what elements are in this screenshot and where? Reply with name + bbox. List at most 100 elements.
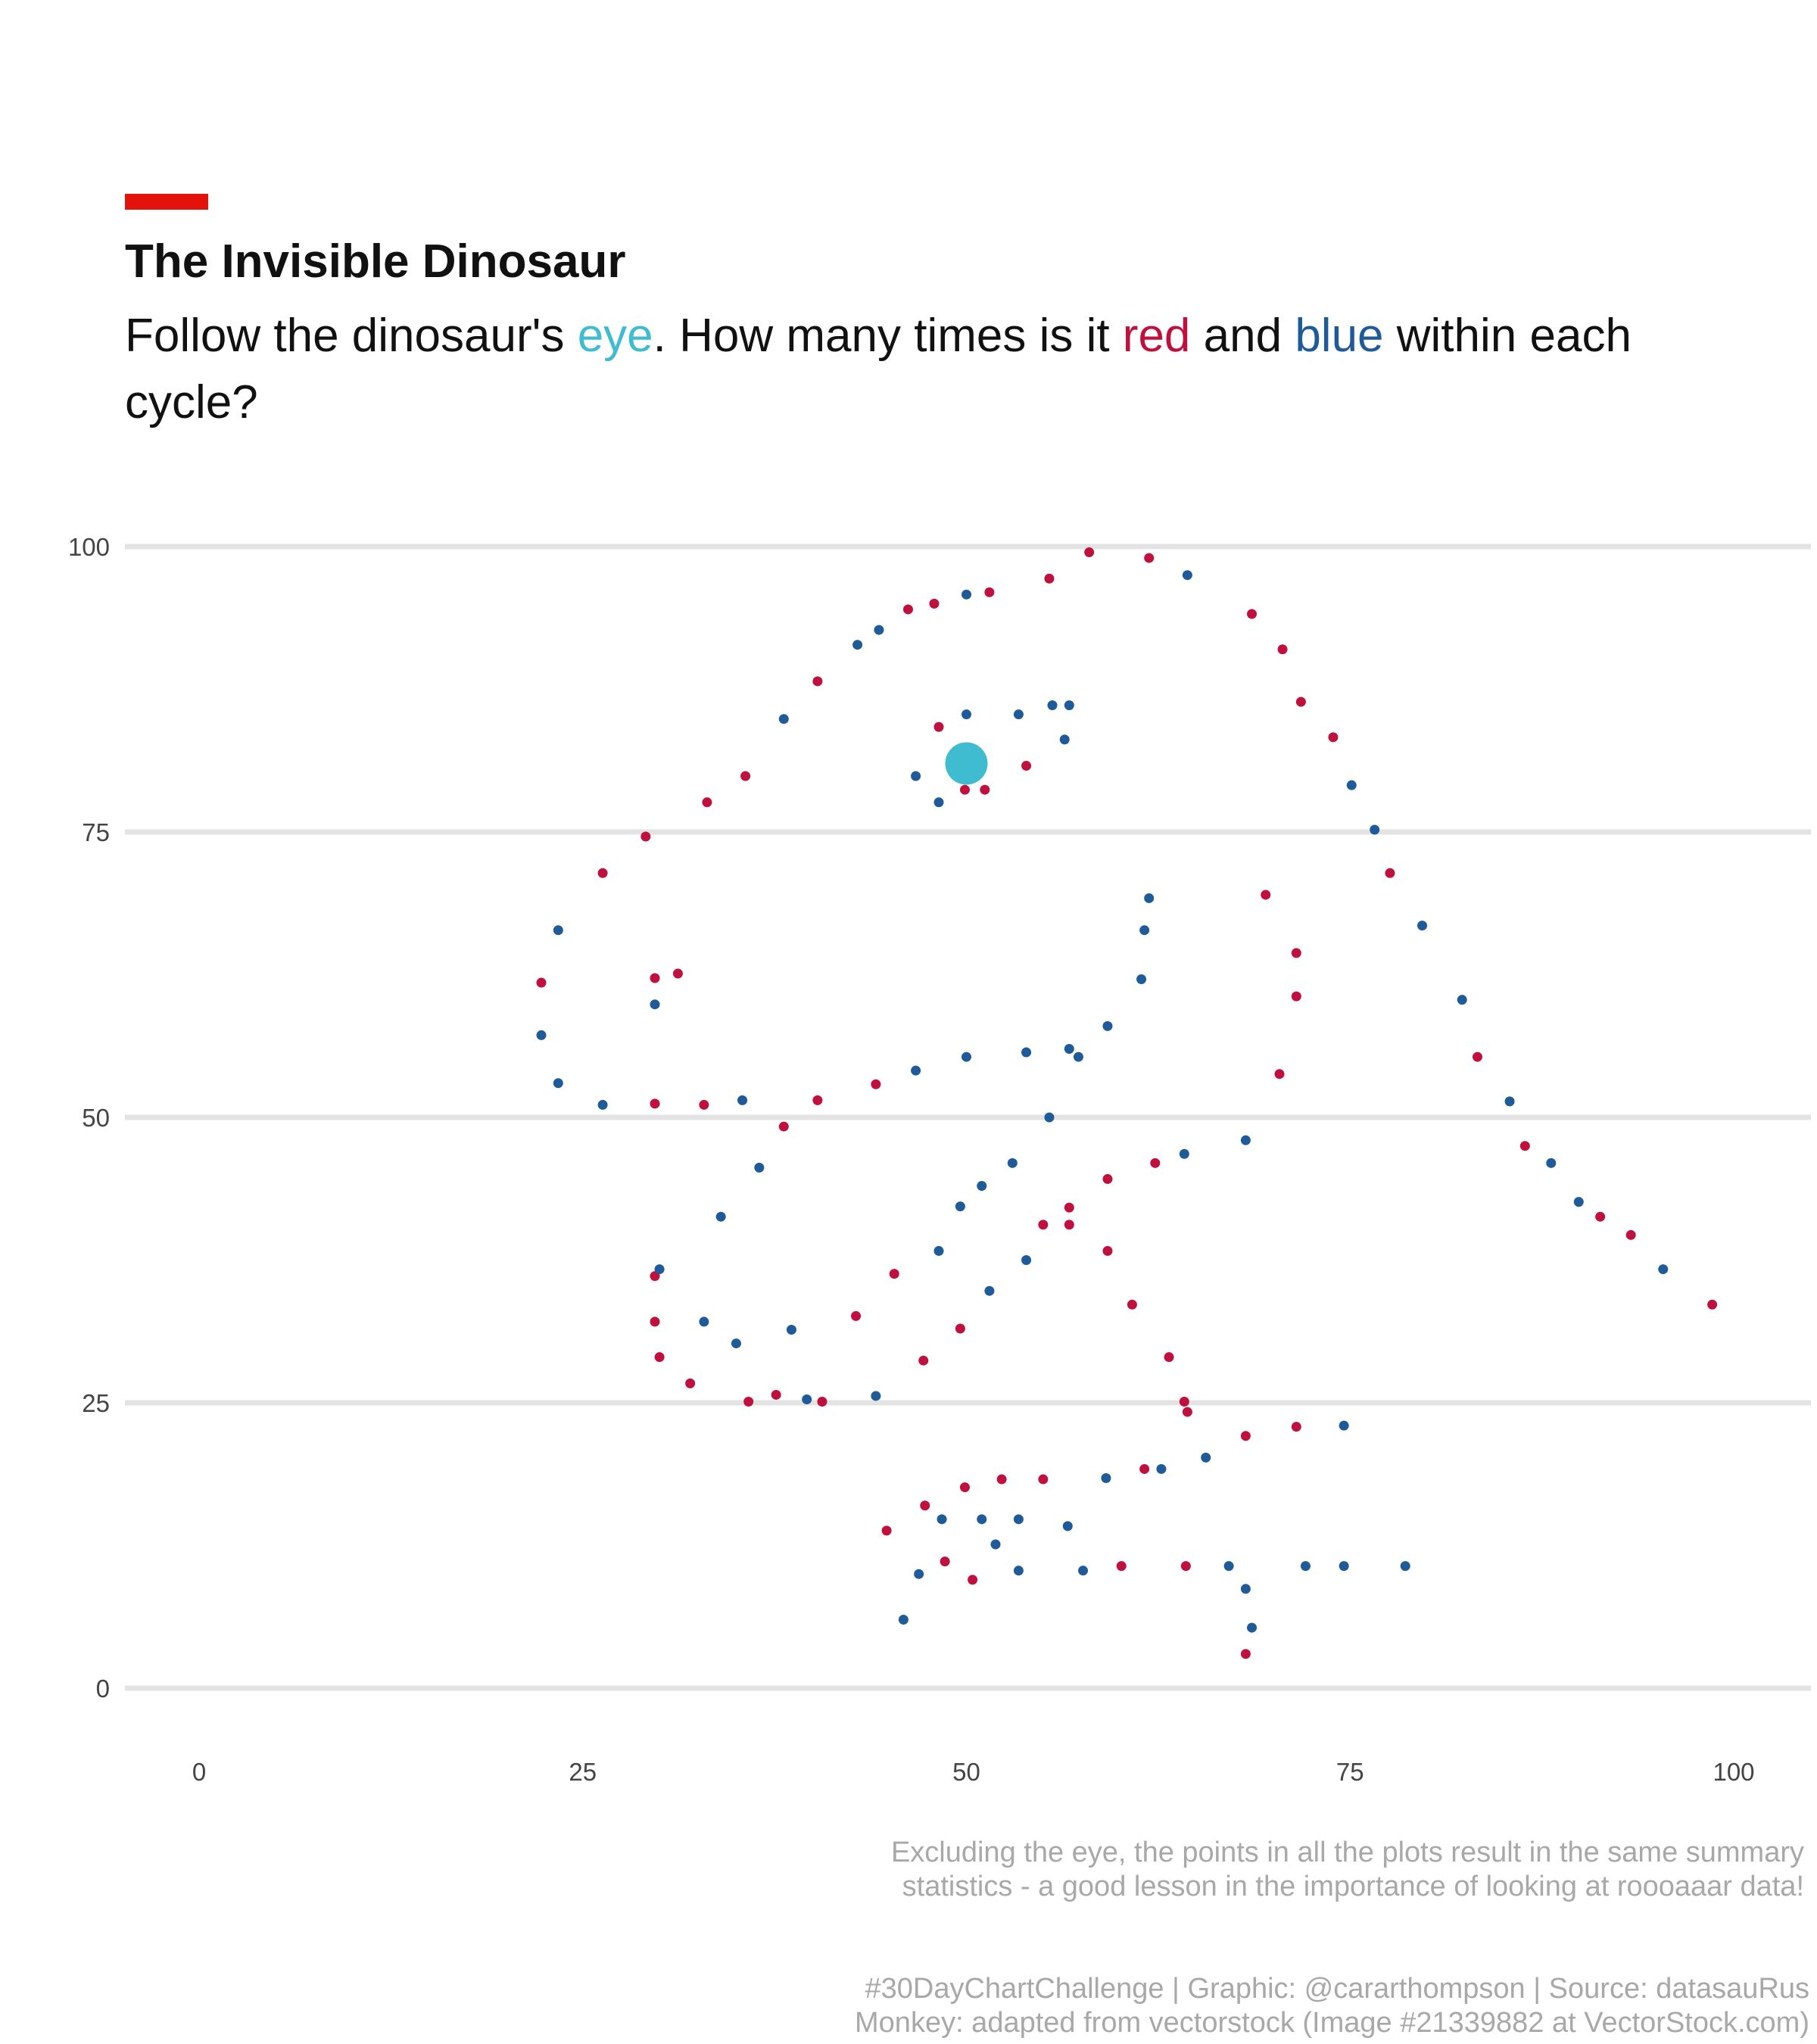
x-tick-label: 100 bbox=[1713, 1758, 1754, 1786]
blue-point bbox=[1223, 1561, 1234, 1572]
chart-subtitle: Follow the dinosaur's eye. How many time… bbox=[125, 303, 1700, 436]
subtitle-eye-word: eye bbox=[577, 310, 653, 362]
red-point bbox=[984, 587, 995, 597]
red-point bbox=[1102, 1173, 1113, 1184]
red-point bbox=[812, 1095, 823, 1105]
subtitle-red-word: red bbox=[1122, 310, 1191, 362]
red-point bbox=[536, 977, 547, 988]
blue-point bbox=[778, 714, 789, 724]
blue-point bbox=[961, 589, 971, 600]
blue-point bbox=[1021, 1047, 1032, 1058]
blue-point bbox=[1573, 1197, 1584, 1207]
blue-point bbox=[1339, 1561, 1349, 1572]
red-point bbox=[959, 1482, 970, 1493]
red-point bbox=[996, 1474, 1007, 1485]
blue-point bbox=[536, 1030, 547, 1040]
red-point bbox=[1064, 1220, 1074, 1230]
caption-line-2: Monkey: adapted from vectorstock (Image … bbox=[855, 2007, 1809, 2039]
red-point bbox=[881, 1525, 892, 1536]
red-point bbox=[1274, 1069, 1285, 1080]
x-tick-label: 75 bbox=[1336, 1758, 1364, 1786]
red-point bbox=[650, 1316, 660, 1327]
blue-point bbox=[1247, 1622, 1258, 1633]
blue-point bbox=[937, 1514, 947, 1525]
note-line-2: statistics - a good lesson in the import… bbox=[902, 1871, 1804, 1902]
blue-point bbox=[1240, 1135, 1251, 1145]
blue-point bbox=[1370, 824, 1380, 835]
subtitle-text-3: and bbox=[1190, 310, 1295, 362]
blue-point bbox=[1013, 709, 1024, 720]
y-tick-label: 100 bbox=[68, 533, 110, 561]
red-point bbox=[702, 797, 712, 808]
blue-point bbox=[737, 1095, 748, 1105]
blue-point bbox=[1546, 1158, 1557, 1168]
blue-point bbox=[1013, 1566, 1024, 1576]
blue-point bbox=[1156, 1463, 1167, 1474]
blue-point bbox=[933, 1245, 944, 1256]
red-point bbox=[650, 1098, 660, 1109]
blue-point bbox=[1073, 1052, 1083, 1062]
blue-point bbox=[1136, 974, 1147, 985]
gridlines bbox=[125, 544, 1811, 1691]
blue-point bbox=[1013, 1514, 1024, 1525]
red-point bbox=[1180, 1561, 1191, 1572]
subtitle-text-2: . How many times is it bbox=[653, 310, 1123, 362]
red-point bbox=[1291, 991, 1301, 1002]
eye-point bbox=[945, 742, 988, 785]
red-point bbox=[1240, 1649, 1251, 1659]
red-point bbox=[1385, 868, 1395, 878]
blue-point bbox=[914, 1569, 924, 1579]
red-point bbox=[1291, 1422, 1301, 1432]
blue-point bbox=[802, 1394, 812, 1404]
blue-point bbox=[1021, 1255, 1032, 1265]
blue-point bbox=[1417, 921, 1428, 931]
blue-point bbox=[597, 1099, 608, 1110]
blue-point bbox=[786, 1324, 796, 1335]
red-point bbox=[959, 784, 970, 795]
red-point bbox=[1625, 1229, 1636, 1240]
blue-point bbox=[731, 1338, 741, 1349]
red-point bbox=[918, 1355, 929, 1366]
blue-point bbox=[874, 625, 884, 635]
red-point bbox=[654, 1352, 665, 1363]
red-point bbox=[1144, 553, 1155, 563]
red-point bbox=[812, 676, 823, 687]
blue-point bbox=[961, 1052, 971, 1062]
subtitle-text-1: Follow the dinosaur's bbox=[125, 310, 578, 362]
blue-point bbox=[1339, 1420, 1349, 1431]
dinosaur-eye bbox=[945, 742, 988, 785]
blue-point bbox=[650, 999, 660, 1010]
blue-point bbox=[754, 1162, 765, 1173]
blue-point bbox=[1064, 1044, 1074, 1055]
blue-point bbox=[911, 771, 921, 781]
blue-point bbox=[990, 1539, 1001, 1550]
y-tick-label: 75 bbox=[82, 818, 110, 846]
x-tick-labels: 0 25 50 75 100 bbox=[192, 1758, 1755, 1786]
blue-point bbox=[1064, 700, 1074, 711]
blue-point bbox=[1240, 1584, 1251, 1594]
blue-point bbox=[1101, 1473, 1111, 1484]
blue-point bbox=[1504, 1096, 1515, 1107]
blue-point bbox=[1047, 700, 1058, 711]
red-point bbox=[817, 1396, 827, 1407]
red-point bbox=[743, 1396, 754, 1407]
y-tick-label: 0 bbox=[96, 1675, 110, 1703]
red-point bbox=[1021, 761, 1032, 771]
red-point bbox=[1595, 1211, 1606, 1222]
red-point bbox=[1164, 1352, 1174, 1363]
blue-point bbox=[1400, 1561, 1410, 1572]
red-point bbox=[1150, 1158, 1161, 1168]
red-point bbox=[1038, 1220, 1049, 1230]
red-point bbox=[1295, 696, 1306, 707]
blue-point bbox=[1457, 995, 1467, 1005]
red-point bbox=[1277, 644, 1288, 655]
red-point bbox=[1139, 1463, 1150, 1474]
red-point bbox=[778, 1121, 789, 1132]
red-point bbox=[1102, 1245, 1113, 1256]
source-caption: #30DayChartChallenge | Graphic: @cararth… bbox=[855, 1972, 1809, 2040]
red-point bbox=[980, 784, 990, 795]
blue-point bbox=[977, 1180, 987, 1191]
x-tick-label: 25 bbox=[569, 1758, 597, 1786]
red-point bbox=[1064, 1202, 1074, 1213]
